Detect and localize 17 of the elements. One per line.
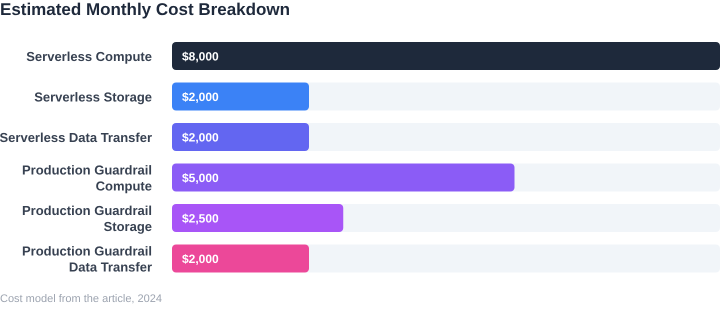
y-tick-label: Serverless Compute <box>26 48 152 64</box>
y-tick-label: Serverless Storage <box>34 89 152 104</box>
y-tick-label: Production Guardrail Storage <box>22 202 152 234</box>
data-label: $5,000 <box>182 170 220 185</box>
bar <box>172 82 309 110</box>
y-tick-label: Serverless Data Transfer <box>0 130 152 145</box>
text: Cost model from the article, 2024 <box>0 293 162 305</box>
data-label: $2,500 <box>182 211 220 226</box>
data-label: $2,000 <box>182 90 220 104</box>
y-tick-label: Production Guardrail Data Transfer <box>22 243 152 274</box>
chart-title: Estimated Monthly Cost Breakdown <box>0 0 290 20</box>
data-label: $2,000 <box>182 252 220 266</box>
bar <box>172 244 309 272</box>
data-label: $8,000 <box>182 49 220 64</box>
data-label: $2,000 <box>182 130 220 144</box>
y-tick-label: Production Guardrail Compute <box>22 162 152 194</box>
bar <box>172 123 309 151</box>
